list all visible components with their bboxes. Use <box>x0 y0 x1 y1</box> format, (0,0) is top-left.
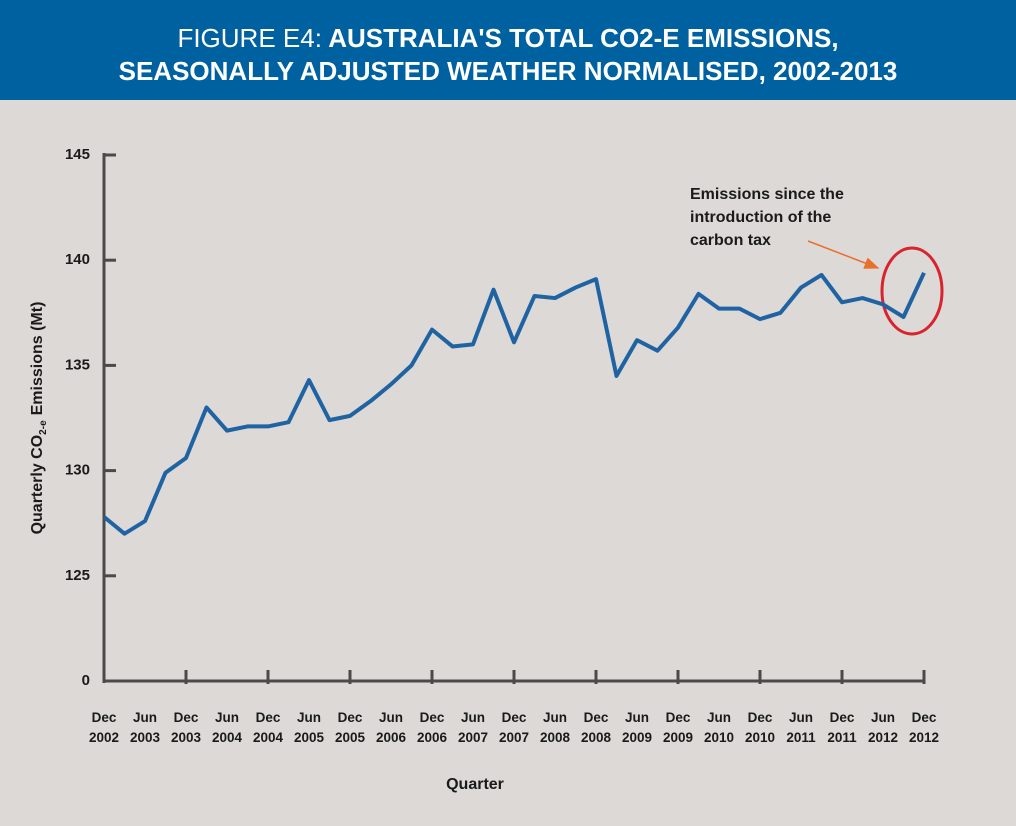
y-tick-label: 0 <box>82 672 90 689</box>
y-tick-label: 135 <box>65 356 90 373</box>
y-label-after: Emissions (Mt) <box>29 302 46 416</box>
header-band <box>0 0 1016 100</box>
y-tick-label: 125 <box>65 567 90 584</box>
x-tick-label: Dec 2007 <box>498 710 530 745</box>
x-tick-label: Dec 2002 <box>88 710 120 745</box>
annotation-line: Emissions since the <box>690 186 844 203</box>
x-tick-label: Dec 2009 <box>662 710 694 745</box>
x-tick-label: Dec 2006 <box>416 710 448 745</box>
y-label-text: Quarterly CO <box>29 435 46 535</box>
y-axis-label: Quarterly CO2-e Emissions (Mt) <box>29 302 48 535</box>
x-tick-label: Dec 2005 <box>334 710 366 745</box>
x-tick-label: Jun 2006 <box>375 710 407 745</box>
x-tick-label: Jun 2005 <box>293 710 325 745</box>
annotation-line: introduction of the <box>690 209 831 226</box>
x-tick-label: Jun 2009 <box>621 710 653 745</box>
x-axis-label: Quarter <box>446 776 504 793</box>
x-tick-label: Dec 2004 <box>252 710 284 745</box>
x-tick-label: Jun 2012 <box>867 710 899 745</box>
highlight-ellipse <box>880 246 944 336</box>
x-tick-label: Dec 2012 <box>908 710 940 745</box>
x-tick-label: Dec 2010 <box>744 710 776 745</box>
x-tick-label: Jun 2010 <box>703 710 735 745</box>
y-tick-label: 145 <box>65 146 90 163</box>
x-tick-label: Dec 2008 <box>580 710 612 745</box>
y-tick-label: 140 <box>65 251 90 268</box>
chart-title: FIGURE E4: AUSTRALIA'S TOTAL CO2-E EMISS… <box>177 23 838 53</box>
x-tick-label: Jun 2011 <box>786 710 816 745</box>
annotation: Emissions since the introduction of the ca… <box>690 186 844 249</box>
figure-label: FIGURE E4: <box>177 23 321 53</box>
x-tick-label: Dec 2011 <box>827 710 857 745</box>
x-tick-label: Jun 2008 <box>539 710 571 745</box>
title-line: AUSTRALIA'S TOTAL CO2-E EMISSIONS, <box>328 23 838 53</box>
x-tick-label: Jun 2007 <box>457 710 489 745</box>
annotation-arrow <box>807 240 880 269</box>
data-line <box>102 271 926 536</box>
x-tick-label: Jun 2003 <box>129 710 161 745</box>
annotation-line: carbon tax <box>690 232 771 249</box>
x-tick-label: Jun 2004 <box>211 710 243 745</box>
title-line: SEASONALLY ADJUSTED WEATHER NORMALISED, … <box>119 56 898 86</box>
y-tick-label: 130 <box>65 462 90 479</box>
x-tick-label: Dec 2003 <box>170 710 202 745</box>
y-label-subscript: 2-e <box>38 420 49 435</box>
